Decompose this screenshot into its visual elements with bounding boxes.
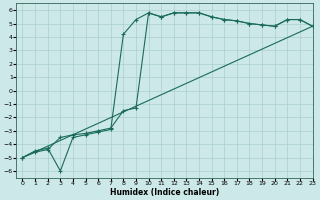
X-axis label: Humidex (Indice chaleur): Humidex (Indice chaleur) [110,188,219,197]
